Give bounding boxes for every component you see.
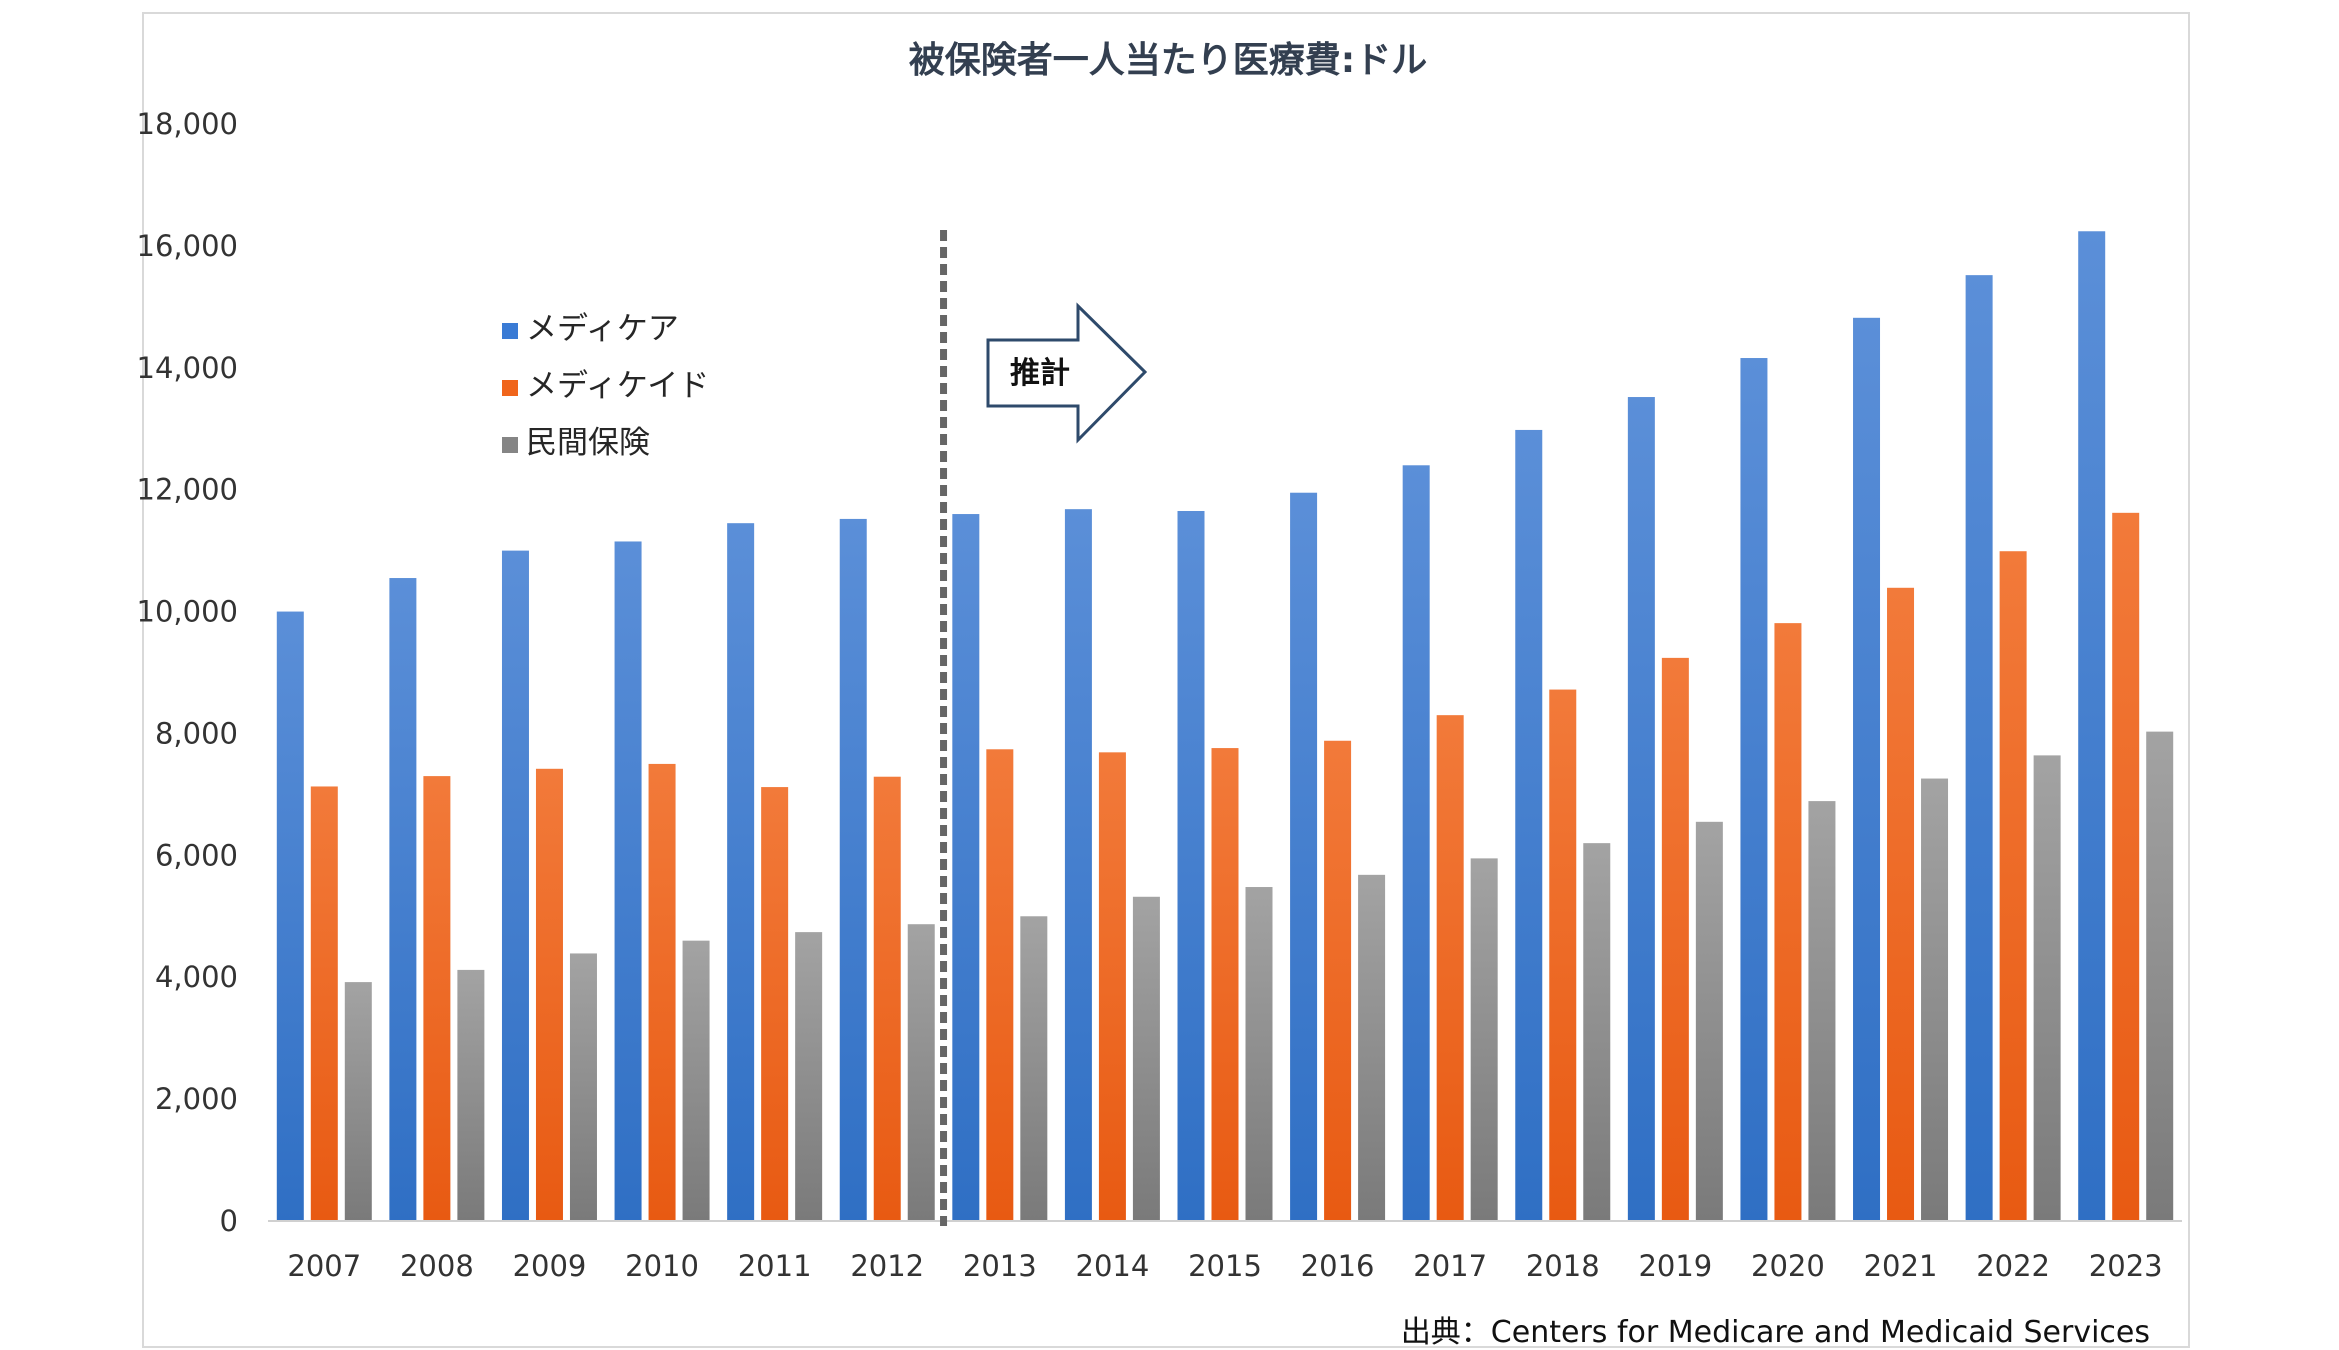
bar-medicare-2022	[1965, 275, 1993, 1221]
bar-medicaid-2018	[1549, 689, 1577, 1221]
x-tick-label: 2016	[1301, 1249, 1375, 1283]
bar-private-2019	[1695, 821, 1723, 1221]
bar-medicare-2016	[1290, 492, 1318, 1222]
bar-private-2016	[1358, 874, 1386, 1221]
y-tick-label: 8,000	[155, 716, 238, 750]
x-tick-label: 2014	[1076, 1249, 1150, 1283]
bar-private-2015	[1245, 887, 1273, 1221]
legend-swatch	[502, 323, 518, 339]
bar-medicaid-2020	[1774, 623, 1802, 1221]
y-tick-label: 12,000	[137, 473, 238, 507]
bar-medicaid-2022	[1999, 551, 2027, 1221]
bar-private-2007	[344, 982, 372, 1221]
bar-private-2009	[569, 953, 597, 1221]
x-tick-label: 2012	[850, 1249, 924, 1283]
x-axis: 2007 2008 2009 2010 2011 2012 2013 2014 2015 2016…	[287, 1249, 2162, 1283]
x-tick-label: 2023	[2089, 1249, 2163, 1283]
y-tick-label: 6,000	[155, 838, 238, 872]
y-tick-label: 16,000	[137, 229, 238, 263]
bar-medicaid-2017	[1436, 715, 1464, 1221]
legend-swatch	[502, 437, 518, 453]
bar-medicaid-2015	[1211, 748, 1239, 1221]
y-tick-label: 4,000	[155, 960, 238, 994]
bar-medicare-2013	[952, 514, 980, 1221]
bar-private-2010	[682, 940, 710, 1221]
bar-medicaid-2012	[873, 776, 901, 1221]
bar-medicare-2023	[2078, 231, 2106, 1222]
bar-private-2011	[795, 932, 823, 1221]
estimate-label: 推計	[1010, 356, 1070, 391]
bar-private-2020	[1808, 801, 1836, 1221]
bar-medicaid-2014	[1098, 752, 1126, 1221]
y-tick-label: 10,000	[137, 595, 238, 629]
bar-medicare-2011	[727, 523, 755, 1221]
x-tick-label: 2008	[400, 1249, 474, 1283]
bar-medicare-2021	[1853, 317, 1881, 1221]
bar-medicaid-2009	[535, 768, 563, 1221]
bar-medicare-2019	[1627, 397, 1655, 1221]
x-tick-label: 2017	[1413, 1249, 1487, 1283]
bar-private-2017	[1470, 858, 1498, 1221]
x-tick-label: 2021	[1864, 1249, 1938, 1283]
bar-medicare-2014	[1064, 509, 1092, 1221]
bar-medicaid-2011	[761, 787, 789, 1221]
x-tick-label: 2009	[513, 1249, 587, 1283]
x-tick-label: 2011	[738, 1249, 812, 1283]
bar-private-2014	[1132, 896, 1160, 1221]
y-tick-label: 2,000	[155, 1082, 238, 1116]
x-tick-label: 2013	[963, 1249, 1037, 1283]
x-tick-label: 2018	[1526, 1249, 1600, 1283]
bar-private-2023	[2146, 731, 2174, 1221]
bar-medicare-2012	[839, 518, 867, 1221]
bar-medicare-2017	[1402, 465, 1430, 1221]
bar-medicare-2010	[614, 541, 642, 1221]
bar-medicaid-2008	[423, 776, 451, 1221]
y-axis: 0 2,000 4,000 6,000 8,000 10,000 12,000 14,000 1…	[137, 107, 238, 1238]
bar-medicare-2015	[1177, 510, 1205, 1222]
x-tick-label: 2010	[625, 1249, 699, 1283]
chart-title: 被保険者一人当たり医療費:ドル	[909, 40, 1427, 81]
estimate-arrow: 推計	[986, 302, 1148, 444]
x-tick-label: 2019	[1638, 1249, 1712, 1283]
bar-private-2018	[1583, 843, 1611, 1221]
legend-label: メディケイド	[526, 368, 709, 404]
bar-medicare-2007	[276, 611, 304, 1221]
bar-medicare-2020	[1740, 358, 1768, 1221]
legend-label: メディケア	[526, 311, 679, 347]
x-tick-label: 2020	[1751, 1249, 1825, 1283]
bar-private-2022	[2033, 755, 2061, 1221]
x-tick-label: 2015	[1188, 1249, 1262, 1283]
y-tick-label: 0	[220, 1204, 238, 1238]
legend-label: 民間保険	[526, 425, 650, 461]
bar-medicare-2008	[389, 578, 417, 1221]
x-tick-label: 2022	[1976, 1249, 2050, 1283]
x-tick-label: 2007	[287, 1249, 361, 1283]
bar-medicaid-2007	[310, 786, 338, 1221]
bar-medicaid-2019	[1661, 657, 1689, 1221]
bars	[276, 231, 2174, 1222]
bar-private-2012	[907, 924, 935, 1221]
bar-private-2008	[457, 969, 485, 1221]
bar-medicaid-2023	[2112, 512, 2140, 1221]
bar-private-2013	[1020, 916, 1048, 1221]
y-tick-label: 14,000	[137, 351, 238, 385]
bar-medicare-2018	[1515, 429, 1543, 1221]
bar-medicaid-2013	[986, 749, 1014, 1221]
legend-swatch	[502, 380, 518, 396]
y-tick-label: 18,000	[137, 107, 238, 141]
bar-medicare-2009	[501, 550, 529, 1221]
bar-medicaid-2016	[1324, 740, 1352, 1221]
source-note: 出典：Centers for Medicare and Medicaid Ser…	[1401, 1315, 2150, 1350]
bar-medicaid-2021	[1887, 587, 1915, 1221]
bar-medicaid-2010	[648, 763, 676, 1221]
estimate-arrow-shape	[986, 302, 1148, 444]
bar-private-2021	[1921, 778, 1949, 1221]
